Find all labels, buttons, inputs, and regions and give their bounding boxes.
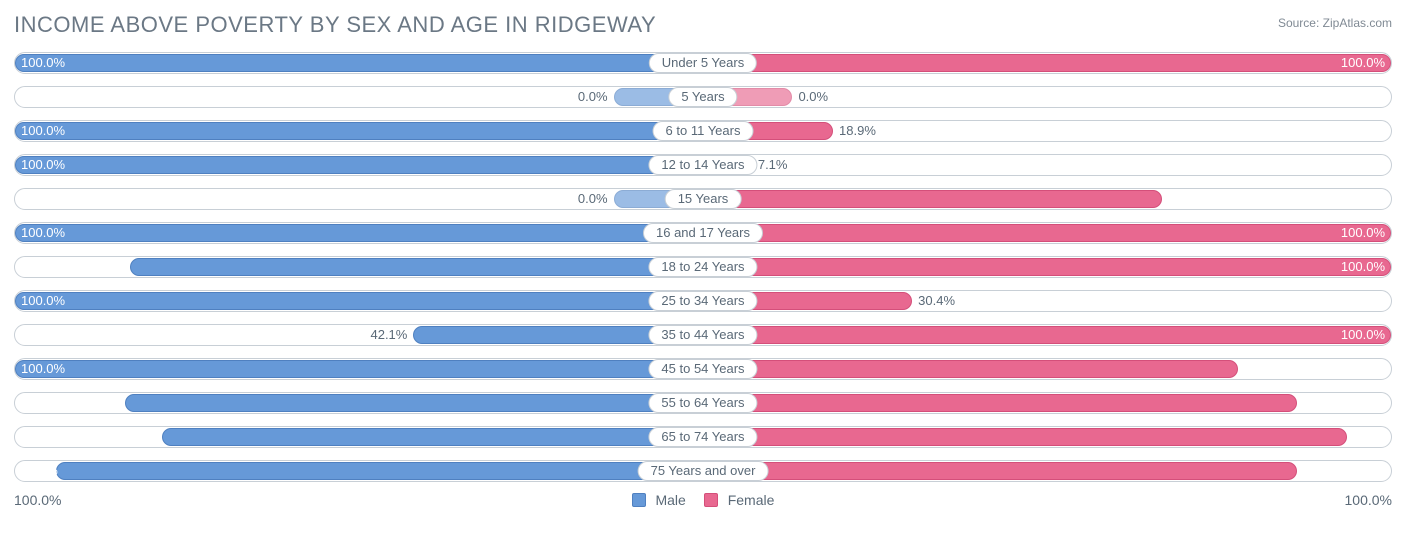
axis-min-label: 100.0%	[14, 492, 61, 508]
chart-row: 42.1% 100.0% 35 to 44 Years	[14, 324, 1392, 346]
female-value: 18.9%	[839, 121, 876, 141]
male-value: 42.1%	[370, 325, 407, 345]
chart-header: INCOME ABOVE POVERTY BY SEX AND AGE IN R…	[14, 12, 1392, 38]
male-value: 100.0%	[21, 223, 65, 243]
chart-row: 83.3% 100.0% 18 to 24 Years	[14, 256, 1392, 278]
age-label: 15 Years	[665, 189, 742, 209]
chart-row: 0.0% 66.7% 15 Years	[14, 188, 1392, 210]
chart-row: 100.0% 100.0% Under 5 Years	[14, 52, 1392, 74]
female-bar	[703, 462, 1297, 480]
chart-row: 0.0% 0.0% 5 Years	[14, 86, 1392, 108]
legend-item-female: Female	[704, 492, 775, 508]
legend: Male Female	[632, 492, 775, 508]
female-value: 66.7%	[1348, 189, 1385, 209]
female-value: 86.4%	[1348, 461, 1385, 481]
female-bar	[703, 394, 1297, 412]
legend-item-male: Male	[632, 492, 686, 508]
female-bar	[703, 326, 1391, 344]
age-label: 6 to 11 Years	[653, 121, 754, 141]
male-value: 100.0%	[21, 359, 65, 379]
male-bar	[15, 360, 703, 378]
male-bar	[15, 54, 703, 72]
female-value: 100.0%	[1341, 53, 1385, 73]
male-value: 100.0%	[21, 121, 65, 141]
diverging-bar-chart: 100.0% 100.0% Under 5 Years 0.0% 0.0% 5 Years…	[14, 52, 1392, 482]
age-label: 65 to 74 Years	[648, 427, 757, 447]
legend-label-male: Male	[655, 492, 685, 508]
chart-row: 100.0% 18.9% 6 to 11 Years	[14, 120, 1392, 142]
age-label: 55 to 64 Years	[648, 393, 757, 413]
female-bar	[703, 190, 1162, 208]
female-value: 0.0%	[798, 87, 828, 107]
female-value: 100.0%	[1341, 223, 1385, 243]
age-label: 25 to 34 Years	[648, 291, 757, 311]
age-label: Under 5 Years	[649, 53, 757, 73]
female-value: 86.4%	[1348, 393, 1385, 413]
age-label: 5 Years	[668, 87, 737, 107]
female-bar	[703, 224, 1391, 242]
age-label: 45 to 54 Years	[648, 359, 757, 379]
male-bar	[56, 462, 703, 480]
female-value: 100.0%	[1341, 257, 1385, 277]
male-value: 83.3%	[21, 257, 58, 277]
legend-label-female: Female	[728, 492, 775, 508]
female-value: 93.6%	[1348, 427, 1385, 447]
male-bar	[15, 122, 703, 140]
chart-row: 78.6% 93.6% 65 to 74 Years	[14, 426, 1392, 448]
chart-row: 84.0% 86.4% 55 to 64 Years	[14, 392, 1392, 414]
female-bar	[703, 360, 1238, 378]
male-value: 100.0%	[21, 291, 65, 311]
female-value: 100.0%	[1341, 325, 1385, 345]
female-bar	[703, 54, 1391, 72]
male-bar	[162, 428, 703, 446]
male-value: 78.6%	[21, 427, 58, 447]
age-label: 75 Years and over	[638, 461, 769, 481]
female-bar	[703, 258, 1391, 276]
chart-title: INCOME ABOVE POVERTY BY SEX AND AGE IN R…	[14, 12, 656, 38]
chart-row: 100.0% 100.0% 16 and 17 Years	[14, 222, 1392, 244]
female-value: 7.1%	[758, 155, 788, 175]
male-bar	[15, 292, 703, 310]
chart-row: 100.0% 30.4% 25 to 34 Years	[14, 290, 1392, 312]
male-value: 94.1%	[21, 461, 58, 481]
male-bar	[130, 258, 703, 276]
chart-footer: 100.0% Male Female 100.0%	[14, 492, 1392, 508]
male-value: 0.0%	[578, 189, 608, 209]
male-bar	[15, 156, 703, 174]
chart-row: 94.1% 86.4% 75 Years and over	[14, 460, 1392, 482]
female-value: 77.8%	[1348, 359, 1385, 379]
legend-swatch-female	[704, 493, 718, 507]
female-value: 30.4%	[918, 291, 955, 311]
male-value: 0.0%	[578, 87, 608, 107]
age-label: 12 to 14 Years	[648, 155, 757, 175]
male-value: 100.0%	[21, 155, 65, 175]
male-value: 84.0%	[21, 393, 58, 413]
male-bar	[125, 394, 703, 412]
female-bar	[703, 428, 1347, 446]
age-label: 16 and 17 Years	[643, 223, 763, 243]
age-label: 35 to 44 Years	[648, 325, 757, 345]
male-value: 100.0%	[21, 53, 65, 73]
chart-row: 100.0% 7.1%12 to 14 Years	[14, 154, 1392, 176]
legend-swatch-male	[632, 493, 646, 507]
chart-row: 100.0% 77.8% 45 to 54 Years	[14, 358, 1392, 380]
axis-max-label: 100.0%	[1345, 492, 1392, 508]
chart-source: Source: ZipAtlas.com	[1278, 12, 1392, 30]
male-bar	[15, 224, 703, 242]
age-label: 18 to 24 Years	[648, 257, 757, 277]
